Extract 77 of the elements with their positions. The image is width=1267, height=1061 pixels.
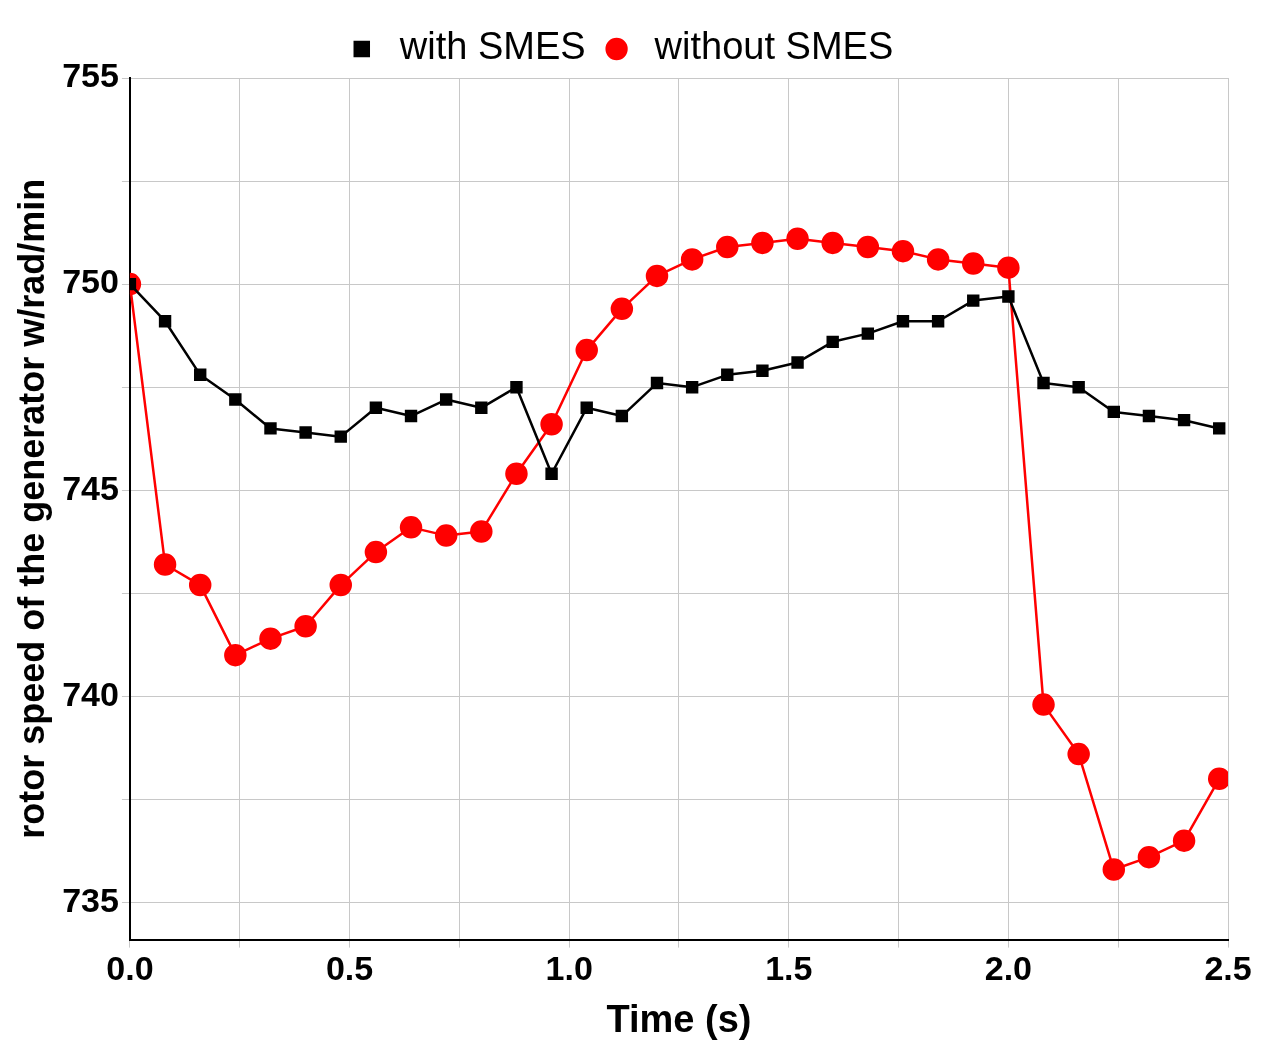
point <box>615 409 629 423</box>
x-tick-label: 2.5 <box>1204 949 1252 988</box>
point <box>926 248 950 271</box>
point <box>264 422 277 435</box>
point <box>610 297 634 321</box>
y-tick-label: 750 <box>62 262 119 301</box>
point <box>1107 405 1120 419</box>
point <box>1037 376 1050 390</box>
point <box>540 413 563 436</box>
point <box>158 315 172 328</box>
x-tick-label: 1.0 <box>545 949 593 988</box>
y-tick-label: 755 <box>62 56 119 95</box>
point <box>470 520 493 543</box>
point <box>399 516 423 539</box>
point <box>1207 767 1228 791</box>
point <box>229 393 242 406</box>
point <box>826 335 839 349</box>
point <box>821 231 844 255</box>
point <box>545 467 558 480</box>
y-tick-label: 745 <box>62 468 119 507</box>
point <box>786 227 809 251</box>
point <box>510 380 523 394</box>
point <box>364 540 388 564</box>
point <box>1137 845 1161 869</box>
point <box>369 401 383 414</box>
point <box>680 248 704 271</box>
point <box>1067 742 1090 766</box>
point <box>967 294 980 307</box>
legend-label: without SMES <box>653 25 894 68</box>
point <box>645 264 669 288</box>
point <box>931 315 945 328</box>
point <box>194 368 207 382</box>
point <box>224 643 247 667</box>
point <box>475 401 488 414</box>
x-tick-label: 2.0 <box>984 949 1033 988</box>
point <box>997 256 1020 279</box>
point <box>1002 290 1015 303</box>
point <box>575 338 598 362</box>
point <box>1177 413 1191 427</box>
point <box>188 573 212 597</box>
point <box>334 430 347 443</box>
point <box>153 553 177 576</box>
point <box>1172 829 1196 852</box>
point <box>259 627 282 650</box>
y-axis-title: rotor speed of the generator w/rad/min <box>10 178 52 839</box>
x-tick-label: 1.5 <box>765 949 813 988</box>
point <box>1072 380 1085 394</box>
point <box>299 426 312 439</box>
point <box>856 235 880 259</box>
point <box>1032 693 1055 716</box>
legend-label: with SMES <box>398 25 586 68</box>
point <box>404 409 418 423</box>
point <box>439 393 453 406</box>
point <box>896 315 910 328</box>
point <box>434 524 458 547</box>
point <box>1102 858 1126 881</box>
point <box>685 380 699 394</box>
point <box>891 239 915 263</box>
x-tick-label: 0.5 <box>325 949 374 988</box>
point <box>650 376 664 390</box>
point <box>716 235 739 259</box>
y-tick-label: 740 <box>62 674 119 713</box>
x-axis-title: Time (s) <box>606 997 752 1040</box>
point <box>505 462 528 486</box>
point <box>751 231 774 255</box>
point <box>1213 422 1226 435</box>
point <box>1142 409 1156 423</box>
point <box>791 356 804 369</box>
point <box>756 364 769 377</box>
y-tick-label: 735 <box>62 880 119 919</box>
point <box>962 252 985 275</box>
x-tick-label: 0.0 <box>106 949 154 988</box>
point <box>721 368 734 382</box>
point <box>329 573 353 597</box>
point <box>294 615 317 638</box>
point <box>580 401 593 414</box>
point <box>861 327 875 340</box>
